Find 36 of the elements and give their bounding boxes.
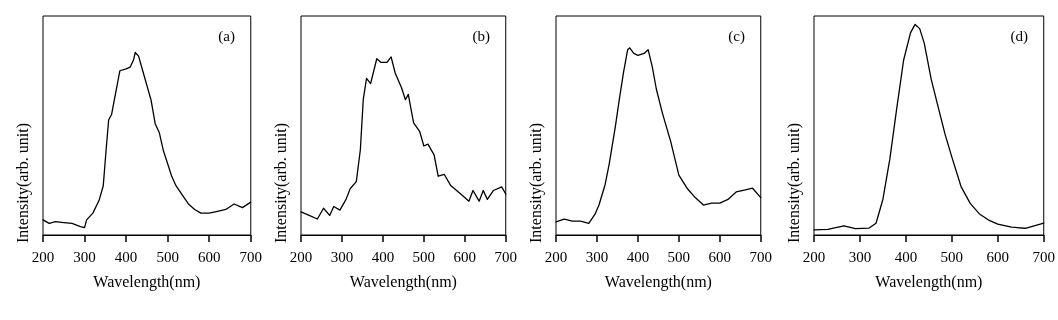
x-axis-title: Wavelength(nm) [93, 272, 201, 291]
y-axis-title: Intensity(arb. unit) [784, 123, 803, 243]
text: (a) [218, 27, 236, 45]
x-tick-label: 300 [73, 248, 96, 265]
annotation: (d) [1010, 27, 1029, 45]
x-tick-label: 700 [239, 248, 262, 265]
x-tick-label: 200 [544, 248, 568, 265]
x-tick-label: 300 [330, 248, 354, 265]
text: (b) [472, 27, 491, 45]
x-tick-label: 300 [585, 248, 609, 265]
text: (c) [728, 27, 746, 45]
x-tick-label: 700 [494, 248, 517, 265]
x-tick-label: 200 [289, 248, 313, 265]
x-tick-label: 300 [848, 248, 872, 265]
x-tick-label: 500 [156, 248, 179, 265]
x-tick-label: 400 [371, 248, 395, 265]
x-tick-label: 600 [708, 248, 732, 265]
x-tick-label: 500 [412, 248, 436, 265]
x-tick-label: 500 [667, 248, 691, 265]
x-tick-label: 700 [1032, 248, 1055, 265]
y-axis-title: Intensity(arb. unit) [13, 123, 32, 243]
x-tick-label: 200 [802, 248, 826, 265]
x-axis-title: Wavelength(nm) [349, 272, 457, 291]
x-tick-label: 600 [453, 248, 477, 265]
x-tick-label: 200 [31, 248, 55, 265]
x-axis-title: Wavelength(nm) [604, 272, 712, 291]
x-tick-label: 400 [894, 248, 918, 265]
y-axis-title: Intensity(arb. unit) [271, 123, 290, 243]
x-tick-label: 700 [749, 248, 772, 265]
x-tick-label: 400 [114, 248, 138, 265]
x-tick-label: 600 [986, 248, 1010, 265]
x-tick-label: 400 [626, 248, 650, 265]
y-axis-title: Intensity(arb. unit) [526, 123, 545, 243]
x-tick-label: 500 [940, 248, 964, 265]
x-axis-title: Wavelength(nm) [875, 272, 983, 291]
x-tick-label: 600 [197, 248, 221, 265]
